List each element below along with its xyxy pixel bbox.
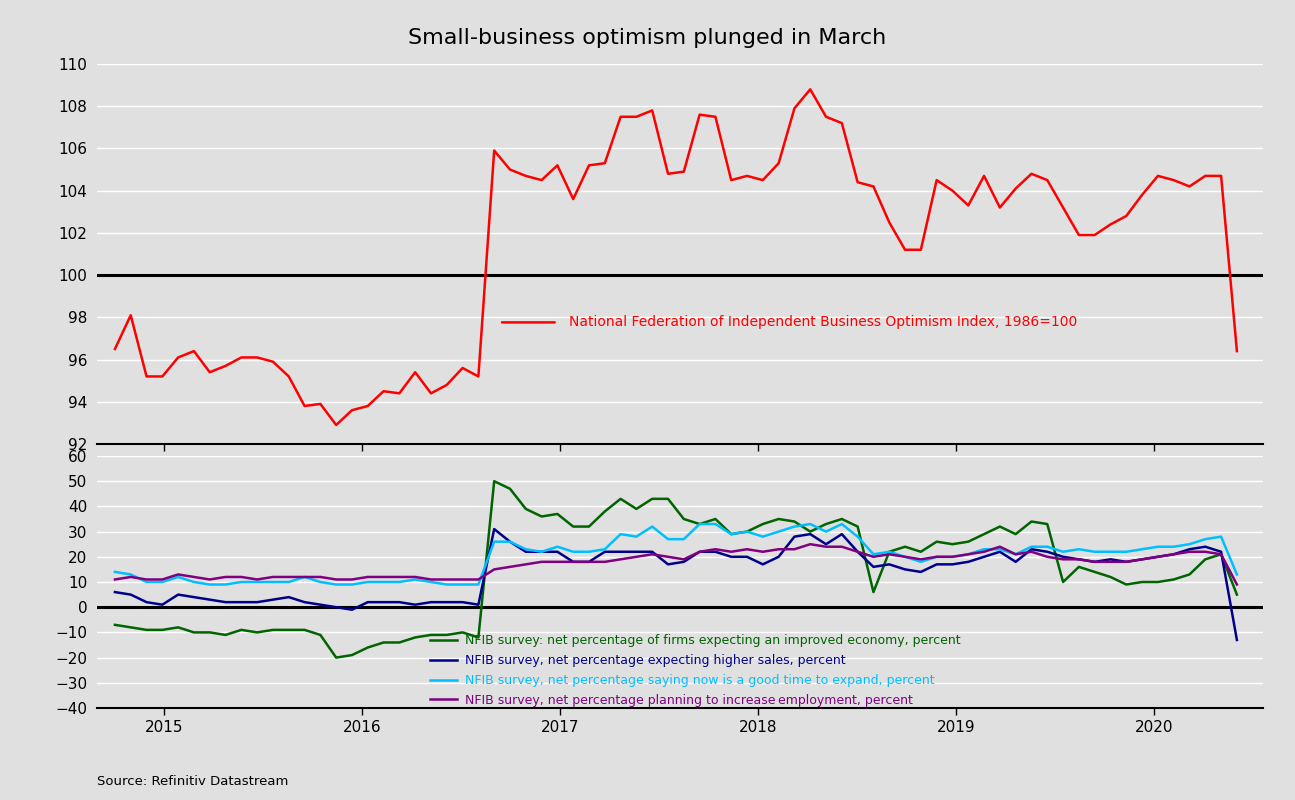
Text: National Federation of Independent Business Optimism Index, 1986=100: National Federation of Independent Busin…	[570, 315, 1077, 330]
Text: Source: Refinitiv Datastream: Source: Refinitiv Datastream	[97, 775, 289, 788]
Text: Small-business optimism plunged in March: Small-business optimism plunged in March	[408, 28, 887, 48]
Legend: NFIB survey: net percentage of firms expecting an improved economy, percent, NFI: NFIB survey: net percentage of firms exp…	[430, 634, 961, 706]
